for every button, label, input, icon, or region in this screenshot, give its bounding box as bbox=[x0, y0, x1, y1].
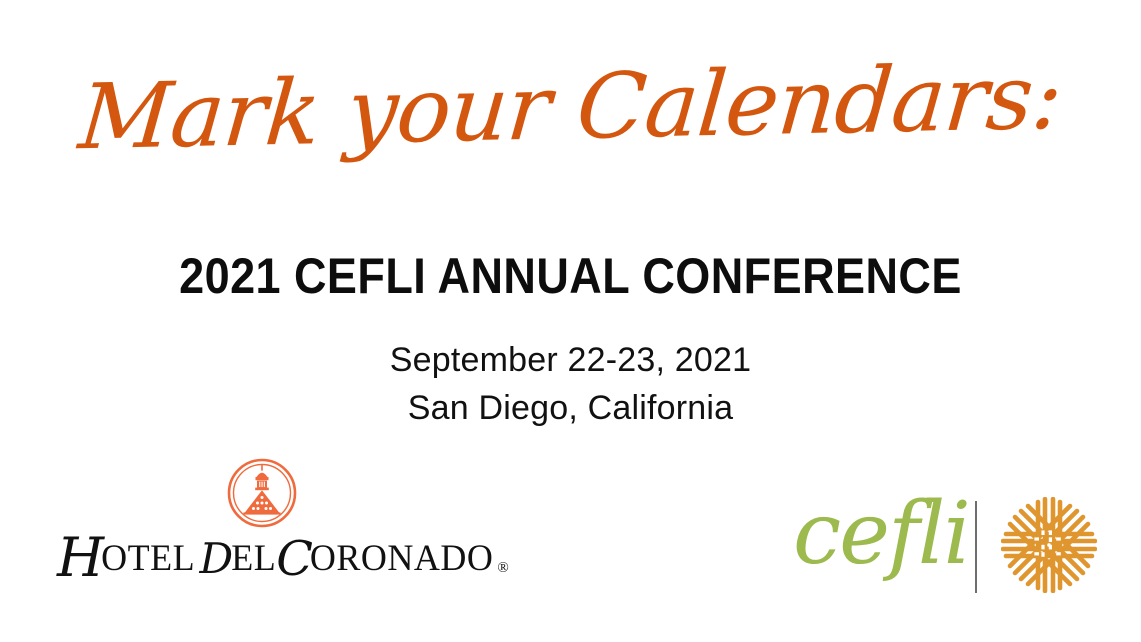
event-details: September 22-23, 2021 San Diego, Califor… bbox=[0, 336, 1141, 433]
page-title: 2021 CEFLI ANNUAL CONFERENCE bbox=[179, 248, 962, 304]
event-location: San Diego, California bbox=[407, 389, 734, 428]
wordmark-oronado: ORONADO bbox=[309, 537, 494, 579]
cefli-logo: cefli bbox=[793, 491, 1098, 605]
script-heading: Mark your Calendars: bbox=[75, 44, 1066, 171]
wordmark-d: D bbox=[199, 534, 234, 583]
wordmark-otel: OTEL bbox=[101, 537, 196, 579]
logo-row: HOTEL DELCORONADO ® cefli bbox=[0, 455, 1141, 615]
logo-divider bbox=[975, 501, 977, 593]
hotel-del-coronado-wordmark: HOTEL DELCORONADO ® bbox=[57, 531, 509, 587]
wordmark-swash-h: H bbox=[57, 526, 104, 589]
wordmark-swash-c: C bbox=[276, 531, 313, 587]
woven-starburst-icon bbox=[1000, 496, 1098, 594]
wordmark-el: EL bbox=[231, 537, 277, 579]
cefli-wordmark: cefli bbox=[793, 484, 971, 584]
hotel-del-coronado-logo: HOTEL DELCORONADO ® bbox=[57, 455, 509, 605]
hotel-turret-crest-icon bbox=[226, 457, 298, 529]
registered-trademark-icon: ® bbox=[497, 560, 509, 576]
event-dates: September 22-23, 2021 bbox=[389, 341, 752, 379]
